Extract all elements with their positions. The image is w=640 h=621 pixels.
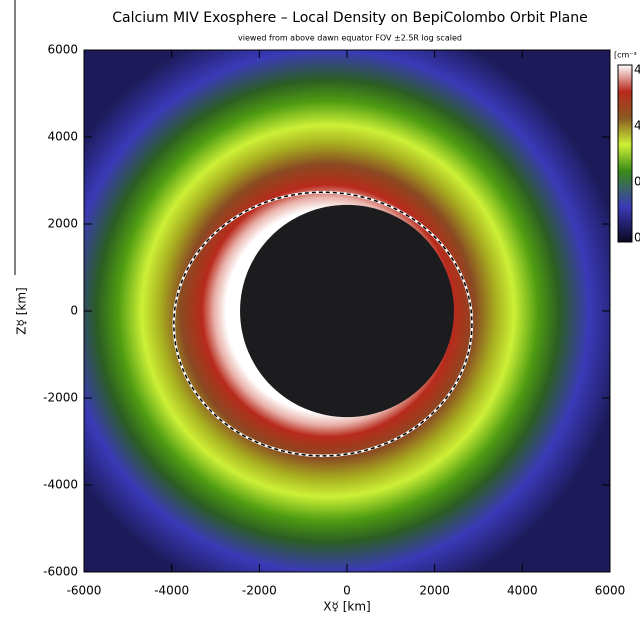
chart: Calcium MIV Exosphere – Local Density on… (0, 0, 640, 617)
y-tick-label: 2000 (47, 217, 78, 231)
colorbar-label: 4 (634, 119, 640, 133)
plot-area (84, 50, 610, 572)
chart-title: Calcium MIV Exosphere – Local Density on… (112, 10, 587, 26)
y-tick-label: -4000 (43, 478, 78, 492)
y-tick-label: -2000 (43, 391, 78, 405)
y-tick-label: -6000 (43, 565, 78, 579)
y-tick-label: 6000 (47, 43, 78, 57)
y-tick-label: 4000 (47, 130, 78, 144)
x-tick-label: -6000 (67, 584, 102, 598)
x-tick-label: 2000 (419, 584, 450, 598)
x-tick-label: 6000 (595, 584, 626, 598)
colorbar-unit: [cm⁻³ (614, 51, 637, 60)
colorbar-label: 0 (634, 231, 640, 245)
x-tick-label: 0 (343, 584, 351, 598)
x-tick-label: -4000 (154, 584, 189, 598)
y-tick-label: 0 (70, 304, 78, 318)
x-tick-label: 4000 (507, 584, 538, 598)
x-tick-label: -2000 (242, 584, 277, 598)
colorbar-label: 0 (634, 175, 640, 189)
colorbar-label: 4 (634, 63, 640, 77)
planet-disk (240, 205, 454, 417)
x-axis-label: X☿ [km] (323, 600, 370, 614)
colorbar (618, 65, 632, 242)
chart-subtitle: viewed from above dawn equator FOV ±2.5R… (238, 34, 462, 43)
y-axis-label: Z☿ [km] (15, 287, 29, 334)
